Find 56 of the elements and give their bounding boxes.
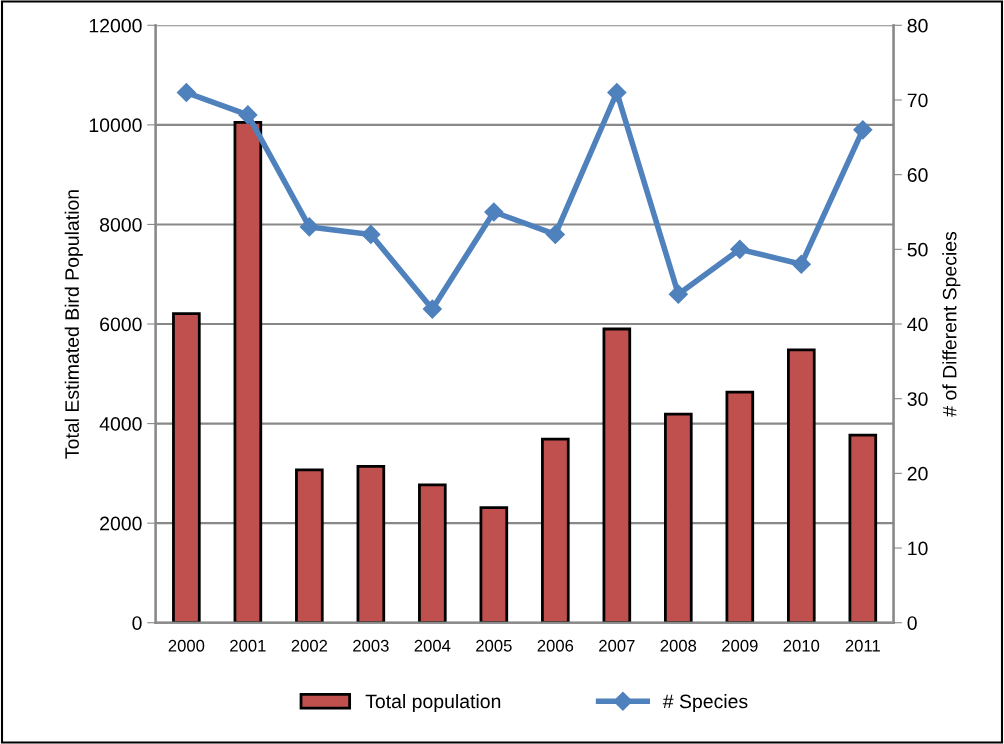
y2-tick-label: 40 [907,317,928,332]
x-tick-label: 2007 [599,639,635,652]
bar [233,120,263,623]
y-tick-label: 4000 [99,417,142,431]
point [607,82,627,103]
bar [479,506,509,623]
y2-tick-label: 50 [907,242,928,257]
point [238,105,258,125]
point [299,217,319,237]
y2-tick-label: 10 [908,541,928,556]
y2-tick-label: 70 [907,93,928,108]
legend-label: Total population [365,694,501,713]
y-axis-title: Total Estimated Bird Population [64,190,83,459]
x-tick-label: 2006 [537,639,574,652]
bar [664,412,693,623]
point [545,224,565,244]
bar [787,348,816,623]
point [791,254,811,274]
y2-tick-label: 30 [907,392,928,406]
bar [541,437,570,623]
point [853,120,873,140]
y-tick-label: 6000 [100,317,142,332]
x-tick-label: 2004 [414,639,451,652]
y-tick-label: 8000 [100,217,142,232]
bar [172,312,201,623]
x-tick-label: 2000 [168,639,205,652]
y2-tick-label: 0 [907,616,917,630]
y-tick-label: 10000 [89,118,142,133]
point [484,202,504,222]
y2-tick-label: 80 [907,18,928,33]
bar [418,483,447,623]
point [422,299,442,319]
point [361,224,381,244]
y-tick-label: 12000 [89,18,142,33]
x-tick-label: 2002 [291,639,328,652]
x-tick-label: 2003 [353,639,389,652]
bar [295,468,324,623]
x-tick-label: 2009 [722,639,758,652]
x-tick-label: 2010 [783,639,820,652]
point [730,239,750,259]
bar [725,390,755,623]
point [668,284,688,304]
y2-axis-title: # of Different Species [942,231,961,417]
point [176,82,196,103]
y2-tick-label: 20 [907,466,928,481]
legend-label: # Species [662,694,748,713]
x-tick-label: 2005 [476,639,512,652]
x-tick-label: 2001 [230,639,266,652]
x-tick-label: 2008 [660,639,697,652]
y-tick-label: 0 [132,616,142,630]
x-tick-label: 2011 [845,639,880,652]
bar [602,327,632,623]
y2-tick-label: 60 [907,168,928,182]
bar [356,465,386,623]
bar [848,433,878,623]
y-tick-label: 2000 [100,516,142,531]
